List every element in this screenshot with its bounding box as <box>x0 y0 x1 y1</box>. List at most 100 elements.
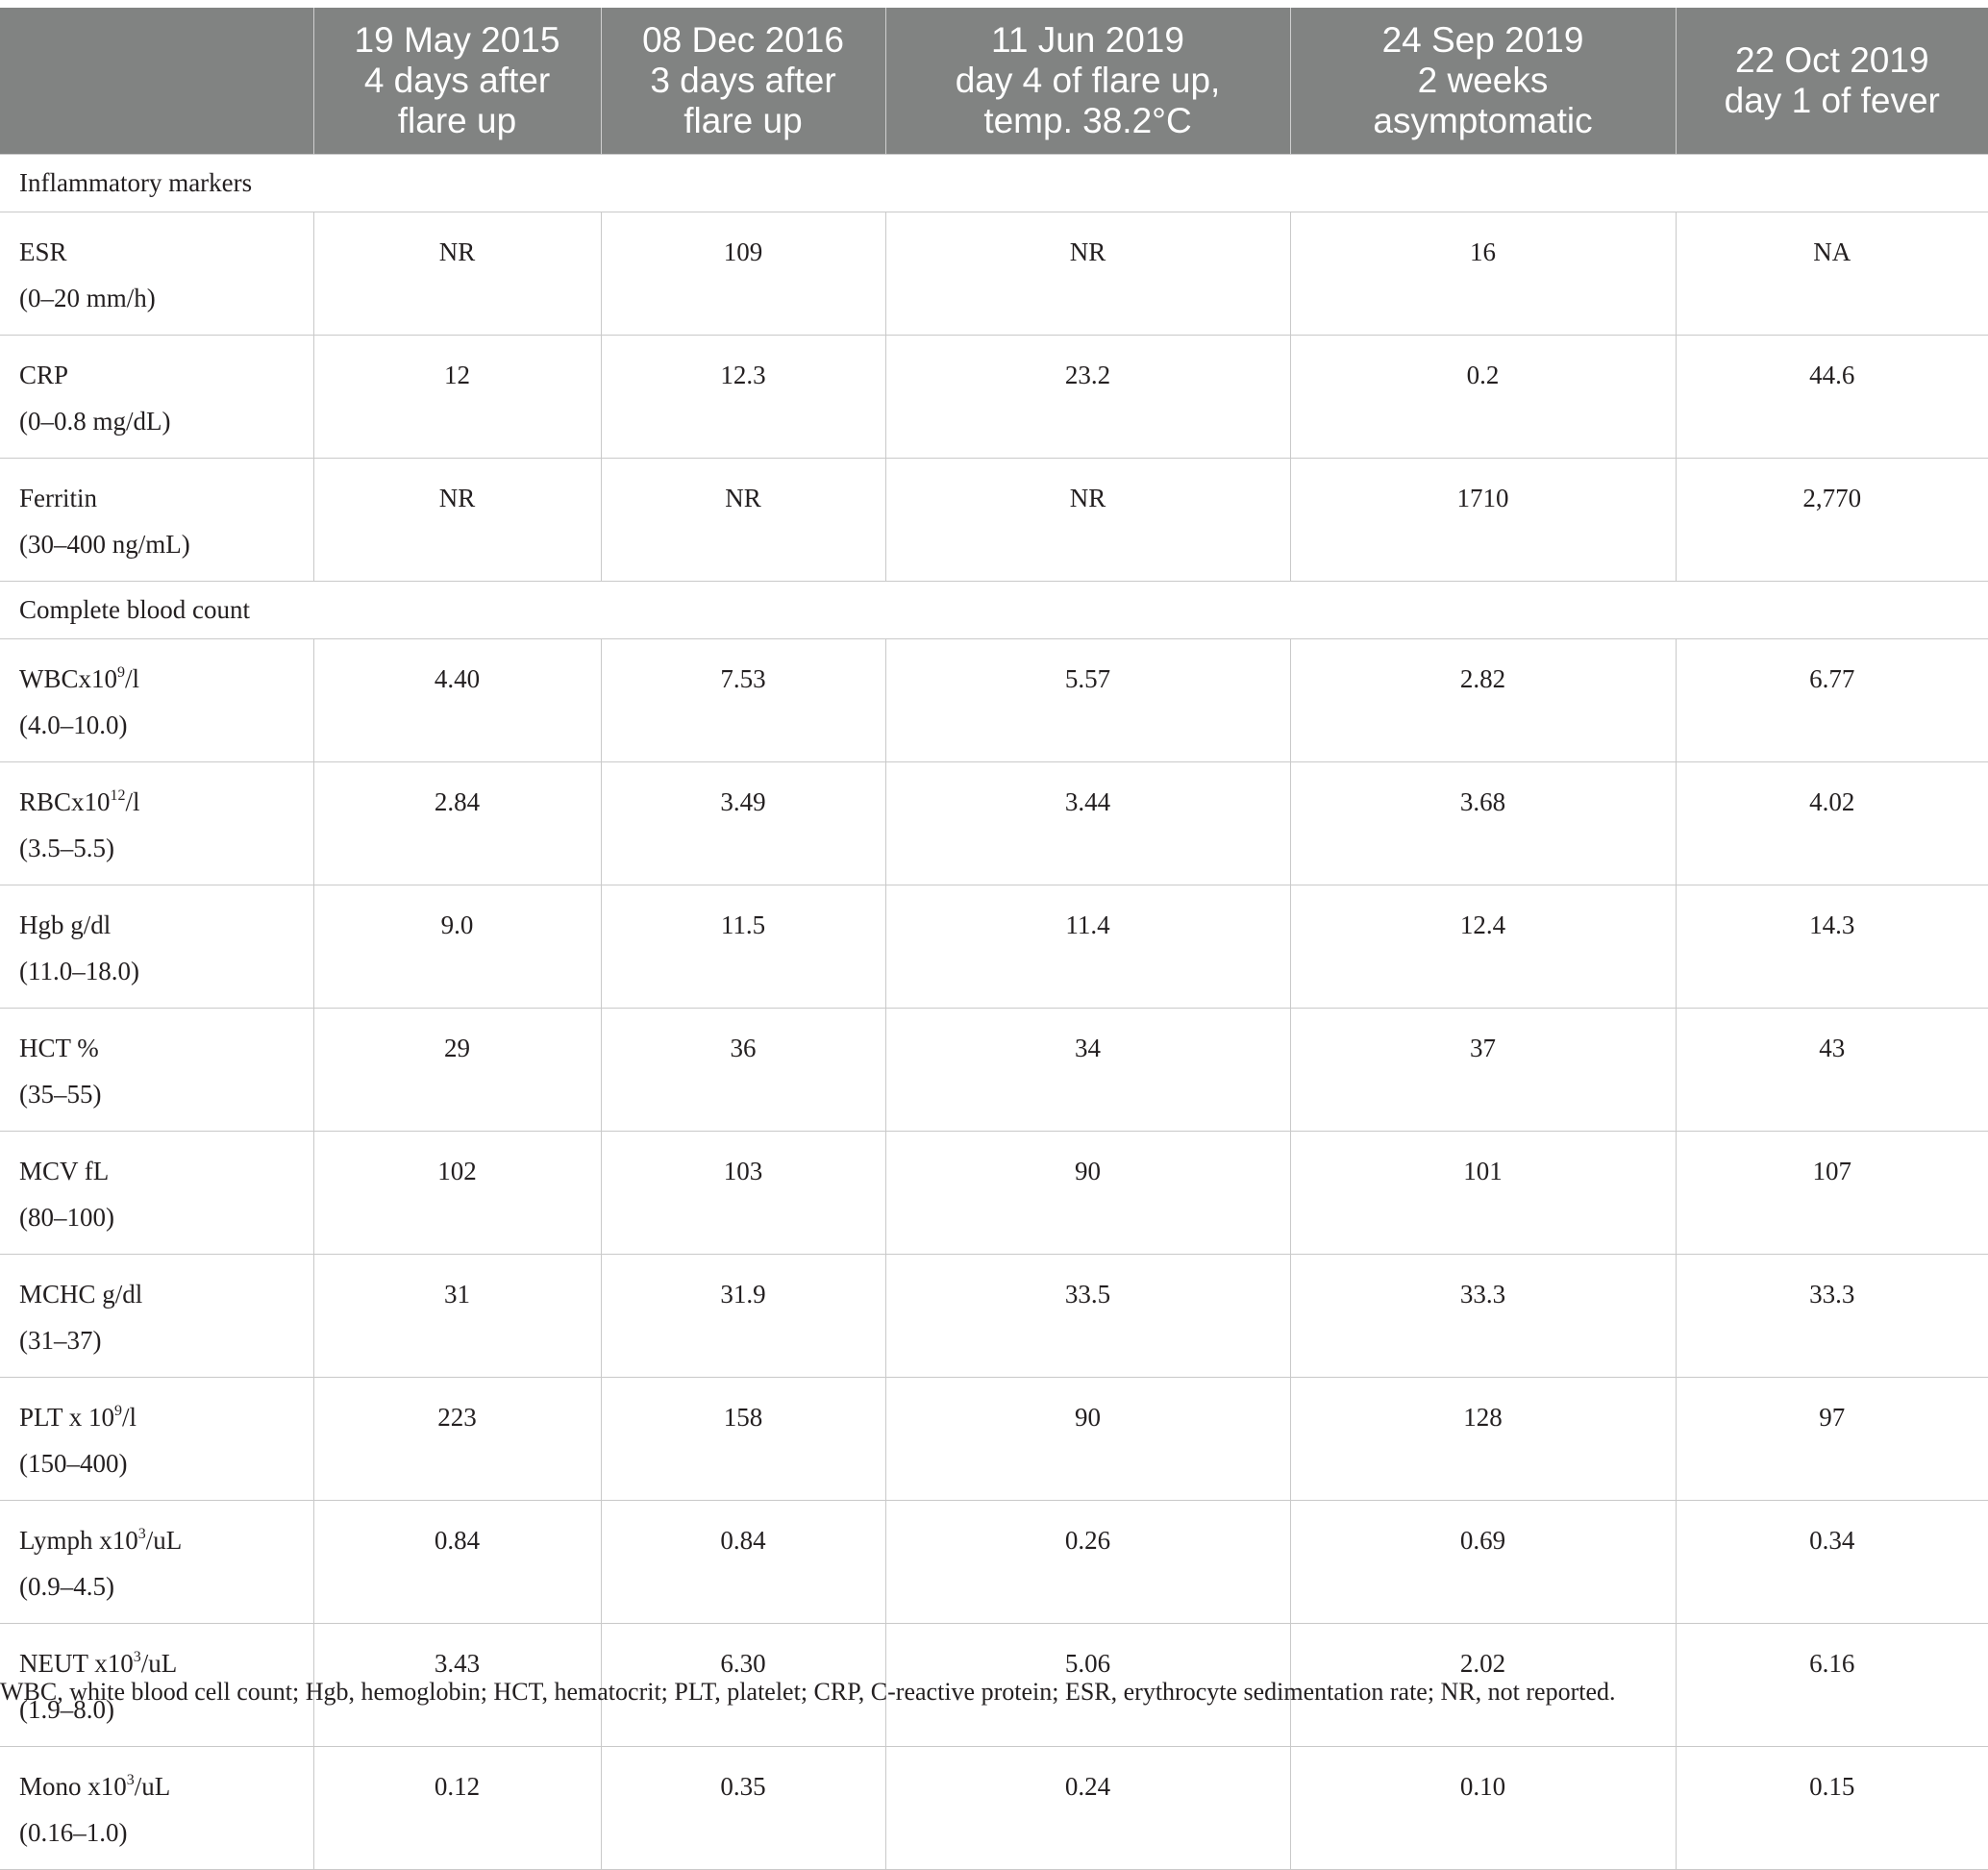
value-cell: NR <box>884 458 1291 582</box>
value-cell: NR <box>312 458 602 582</box>
reference-range: (31–37) <box>19 1326 102 1355</box>
header-line: 08 Dec 2016 <box>642 20 844 60</box>
parameter-name: MCHC g/dl <box>19 1271 313 1317</box>
value-cell: 128 <box>1289 1377 1677 1501</box>
value-cell: 0.84 <box>600 1500 886 1624</box>
table-row: ESR (0–20 mm/h) NR 109 NR 16 NA <box>0 212 1988 336</box>
parameter-name-text: Ferritin <box>19 484 97 512</box>
header-line: 3 days after <box>650 61 836 100</box>
table-body: Inflammatory markers ESR (0–20 mm/h) NR 109 N… <box>0 154 1988 1870</box>
table-row: Lymph x103/uL (0.9–4.5) 0.84 0.84 0.26 0.69 0.… <box>0 1500 1988 1624</box>
reference-range: (0–0.8 mg/dL) <box>19 407 171 436</box>
parameter-unit: /l <box>125 787 140 816</box>
value-cell: 31.9 <box>600 1254 886 1378</box>
header-line: 4 days after <box>363 61 551 100</box>
parameter-name-text: RBCx10 <box>19 787 111 816</box>
value-cell: 1710 <box>1289 458 1677 582</box>
value-cell: 12.4 <box>1289 885 1677 1009</box>
parameter-name: PLT x 109/l <box>19 1394 313 1440</box>
parameter-name: Ferritin <box>19 475 313 521</box>
parameter-name-text: ESR <box>19 237 67 266</box>
parameter-name-text: CRP <box>19 361 69 389</box>
value-cell: 102 <box>312 1131 602 1255</box>
header-cell-empty <box>0 8 314 155</box>
value-cell: 2.82 <box>1289 638 1677 762</box>
table-row: MCHC g/dl (31–37) 31 31.9 33.5 33.3 33.3 <box>0 1254 1988 1378</box>
parameter-cell: MCV fL (80–100) <box>0 1131 314 1255</box>
header-line: temp. 38.2°C <box>983 101 1192 140</box>
table-row: MCV fL (80–100) 102 103 90 101 107 <box>0 1131 1988 1255</box>
value-cell: 97 <box>1675 1377 1988 1501</box>
parameter-cell: RBCx1012/l (3.5–5.5) <box>0 761 314 885</box>
value-cell: 103 <box>600 1131 886 1255</box>
value-cell: 3.68 <box>1289 761 1677 885</box>
section-row: Complete blood count <box>0 581 1988 639</box>
value-cell: 2,770 <box>1675 458 1988 582</box>
header-cell-column-4: 24 Sep 2019 2 weeks asymptomatic <box>1289 8 1677 155</box>
value-cell: 158 <box>600 1377 886 1501</box>
parameter-unit: /uL <box>145 1526 183 1555</box>
section-title: Inflammatory markers <box>0 154 1988 212</box>
value-cell: 90 <box>884 1131 1291 1255</box>
parameter-name: Lymph x103/uL <box>19 1517 313 1563</box>
value-cell: 5.57 <box>884 638 1291 762</box>
parameter-name-text: MCHC g/dl <box>19 1280 143 1309</box>
reference-range: (0–20 mm/h) <box>19 284 156 312</box>
header-line: 11 Jun 2019 <box>991 20 1184 60</box>
value-cell: 0.2 <box>1289 335 1677 459</box>
table-header: 19 May 2015 4 days after flare up 08 Dec 20… <box>0 8 1988 155</box>
value-cell: 16 <box>1289 212 1677 336</box>
parameter-unit: /l <box>125 664 140 693</box>
header-line: 22 Oct 2019 <box>1734 40 1929 80</box>
value-cell: 9.0 <box>312 885 602 1009</box>
table-row: Ferritin (30–400 ng/mL) NR NR NR 1710 2,770 <box>0 458 1988 582</box>
section-row: Inflammatory markers <box>0 154 1988 212</box>
parameter-name-text: HCT % <box>19 1034 99 1062</box>
reference-range: (4.0–10.0) <box>19 711 128 739</box>
parameter-exponent: 3 <box>126 1772 135 1788</box>
value-cell: 12 <box>312 335 602 459</box>
value-cell: 0.84 <box>312 1500 602 1624</box>
parameter-name-text: NEUT x10 <box>19 1649 134 1678</box>
value-cell: 0.15 <box>1675 1746 1988 1870</box>
value-cell: NR <box>600 458 886 582</box>
lab-results-table-container: 19 May 2015 4 days after flare up 08 Dec 20… <box>0 8 1988 1870</box>
value-cell: 11.5 <box>600 885 886 1009</box>
reference-range: (3.5–5.5) <box>19 834 114 862</box>
parameter-name: CRP <box>19 352 313 398</box>
value-cell: 14.3 <box>1675 885 1988 1009</box>
parameter-name-text: Mono x10 <box>19 1772 127 1801</box>
value-cell: 7.53 <box>600 638 886 762</box>
parameter-cell: Mono x103/uL (0.16–1.0) <box>0 1746 314 1870</box>
header-row: 19 May 2015 4 days after flare up 08 Dec 20… <box>0 8 1988 155</box>
table-row: Mono x103/uL (0.16–1.0) 0.12 0.35 0.24 0.10 0.… <box>0 1746 1988 1870</box>
value-cell: 0.69 <box>1289 1500 1677 1624</box>
value-cell: 44.6 <box>1675 335 1988 459</box>
parameter-name-text: Hgb g/dl <box>19 910 112 939</box>
value-cell: NR <box>884 212 1291 336</box>
parameter-unit: /l <box>122 1403 137 1432</box>
value-cell: 4.40 <box>312 638 602 762</box>
value-cell: 101 <box>1289 1131 1677 1255</box>
value-cell: 0.26 <box>884 1500 1291 1624</box>
table-footnote: WBC, white blood cell count; Hgb, hemogl… <box>0 1678 1616 1706</box>
value-cell: 12.3 <box>600 335 886 459</box>
value-cell: 109 <box>600 212 886 336</box>
parameter-exponent: 9 <box>117 664 126 681</box>
value-cell: 107 <box>1675 1131 1988 1255</box>
header-line: 24 Sep 2019 <box>1381 20 1584 60</box>
parameter-cell: Lymph x103/uL (0.9–4.5) <box>0 1500 314 1624</box>
parameter-exponent: 9 <box>114 1403 123 1419</box>
table-row: RBCx1012/l (3.5–5.5) 2.84 3.49 3.44 3.68 4.02 <box>0 761 1988 885</box>
parameter-name-text: Lymph x10 <box>19 1526 138 1555</box>
value-cell: 3.49 <box>600 761 886 885</box>
parameter-name: MCV fL <box>19 1148 313 1194</box>
value-cell: 29 <box>312 1008 602 1132</box>
parameter-name-text: WBCx10 <box>19 664 118 693</box>
header-line: 2 weeks <box>1417 61 1549 100</box>
value-cell: 43 <box>1675 1008 1988 1132</box>
table-row: PLT x 109/l (150–400) 223 158 90 128 97 <box>0 1377 1988 1501</box>
value-cell: 223 <box>312 1377 602 1501</box>
value-cell: 0.34 <box>1675 1500 1988 1624</box>
parameter-cell: PLT x 109/l (150–400) <box>0 1377 314 1501</box>
